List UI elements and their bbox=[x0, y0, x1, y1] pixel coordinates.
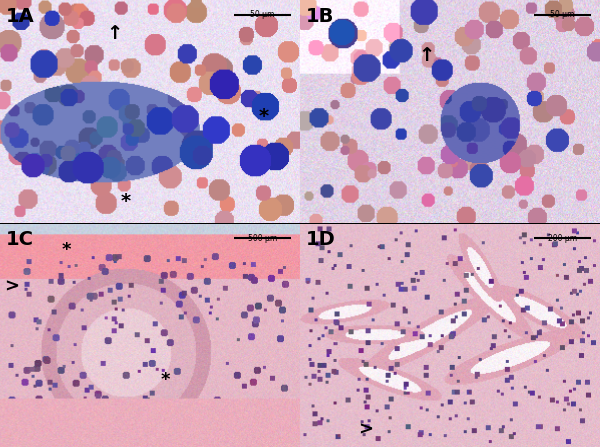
Text: *: * bbox=[121, 192, 131, 211]
Text: 1C: 1C bbox=[6, 230, 34, 249]
Text: ↑: ↑ bbox=[106, 24, 122, 43]
Text: 200 μm: 200 μm bbox=[548, 233, 577, 243]
Text: *: * bbox=[160, 371, 170, 389]
Text: *: * bbox=[61, 241, 71, 259]
Text: >: > bbox=[359, 420, 373, 438]
Text: >: > bbox=[5, 277, 19, 295]
Text: 1D: 1D bbox=[306, 230, 336, 249]
Text: 1A: 1A bbox=[6, 7, 35, 26]
Text: ↑: ↑ bbox=[418, 46, 434, 65]
Text: 500 μm: 500 μm bbox=[248, 233, 277, 243]
Text: 50 μm: 50 μm bbox=[550, 10, 575, 19]
Text: 1B: 1B bbox=[306, 7, 334, 26]
Text: 50 μm: 50 μm bbox=[250, 10, 275, 19]
Text: *: * bbox=[259, 107, 269, 126]
